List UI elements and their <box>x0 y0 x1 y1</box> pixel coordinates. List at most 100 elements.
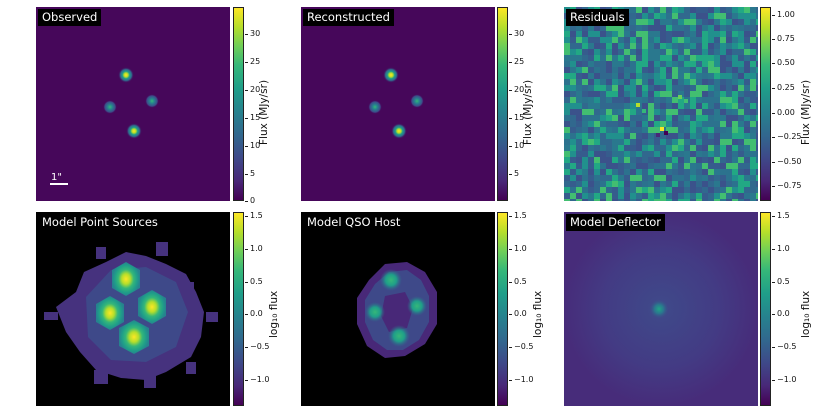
residual-pixel <box>564 43 570 49</box>
residual-pixel <box>588 199 594 201</box>
residual-pixel <box>738 79 744 85</box>
colorbar-tick: 0.0 <box>772 309 790 318</box>
colorbar-label: log₁₀ flux <box>268 290 280 338</box>
residual-pixel <box>654 25 660 31</box>
residual-pixel <box>666 73 672 79</box>
residual-pixel <box>564 61 570 67</box>
residual-pixel <box>714 31 720 37</box>
residual-hotspot <box>684 99 688 103</box>
residual-pixel <box>726 145 732 151</box>
residual-pixel <box>696 25 702 31</box>
colorbar-tick: −1.0 <box>244 375 270 384</box>
residual-pixel <box>714 127 720 133</box>
residual-pixel <box>726 61 732 67</box>
residual-pixel <box>576 67 582 73</box>
residual-pixel <box>570 103 576 109</box>
residual-pixel <box>750 61 756 67</box>
residual-pixel <box>720 121 726 127</box>
residual-pixel <box>750 199 756 201</box>
residual-pixel <box>624 151 630 157</box>
residual-pixel <box>702 175 708 181</box>
residual-pixel <box>564 187 570 193</box>
residual-pixel <box>648 151 654 157</box>
residual-pixel <box>756 25 758 31</box>
residual-pixel <box>600 127 606 133</box>
residual-pixel <box>636 127 642 133</box>
residual-pixel <box>600 55 606 61</box>
residual-pixel <box>666 25 672 31</box>
residual-pixel <box>648 145 654 151</box>
residual-pixel <box>624 157 630 163</box>
residual-pixel <box>624 55 630 61</box>
residual-pixel <box>738 127 744 133</box>
residual-pixel <box>630 151 636 157</box>
residual-pixel <box>660 19 666 25</box>
residual-pixel <box>708 31 714 37</box>
residual-pixel <box>702 37 708 43</box>
residual-pixel <box>732 133 738 139</box>
residual-pixel <box>750 31 756 37</box>
residual-pixel <box>738 67 744 73</box>
residual-pixel <box>720 163 726 169</box>
colorbar-tick: 30 <box>244 29 261 38</box>
residual-pixel <box>756 199 758 201</box>
residual-pixel <box>690 79 696 85</box>
residual-pixel <box>708 193 714 199</box>
residual-pixel <box>624 181 630 187</box>
residual-pixel <box>582 85 588 91</box>
residual-pixel <box>666 175 672 181</box>
residual-pixel <box>696 73 702 79</box>
residual-pixel <box>714 49 720 55</box>
residual-pixel <box>594 25 600 31</box>
residual-pixel <box>690 193 696 199</box>
residual-pixel <box>672 145 678 151</box>
residual-pixel <box>666 151 672 157</box>
colorbar-tick: 0.5 <box>245 277 263 286</box>
colorbar-tick: 1.00 <box>772 10 795 19</box>
residual-pixel <box>732 199 738 201</box>
residual-pixel <box>672 175 678 181</box>
residual-pixel <box>702 13 708 19</box>
residual-pixel <box>726 49 732 55</box>
residual-pixel <box>630 127 636 133</box>
residual-pixel <box>720 181 726 187</box>
residual-pixel <box>594 31 600 37</box>
colorbar-tick: 10 <box>508 141 525 150</box>
residual-pixel <box>582 43 588 49</box>
residual-pixel <box>696 163 702 169</box>
residual-pixel <box>588 139 594 145</box>
residual-pixel <box>666 67 672 73</box>
residual-pixel <box>726 115 732 121</box>
residual-pixel <box>744 115 750 121</box>
residual-pixel <box>618 133 624 139</box>
residual-pixel <box>702 79 708 85</box>
residual-pixel <box>606 169 612 175</box>
residual-pixel <box>654 67 660 73</box>
residual-pixel <box>636 109 642 115</box>
residual-pixel <box>654 157 660 163</box>
residual-pixel <box>708 115 714 121</box>
residual-pixel <box>666 169 672 175</box>
residual-pixel <box>738 37 744 43</box>
residual-pixel <box>708 61 714 67</box>
residual-pixel <box>714 157 720 163</box>
residual-pixel <box>612 79 618 85</box>
residual-pixel <box>690 31 696 37</box>
residual-pixel <box>624 73 630 79</box>
residual-pixel <box>684 13 690 19</box>
residual-pixel <box>582 157 588 163</box>
residual-pixel <box>666 133 672 139</box>
residual-pixel <box>630 37 636 43</box>
residual-pixel <box>666 157 672 163</box>
residual-pixel <box>696 139 702 145</box>
residual-pixel <box>756 115 758 121</box>
residual-pixel <box>588 37 594 43</box>
residual-pixel <box>696 169 702 175</box>
residual-pixel <box>588 151 594 157</box>
residual-pixel <box>618 157 624 163</box>
residual-pixel <box>570 37 576 43</box>
residual-pixel <box>654 73 660 79</box>
residual-pixel <box>606 79 612 85</box>
residual-pixel <box>750 25 756 31</box>
residual-pixel <box>756 139 758 145</box>
